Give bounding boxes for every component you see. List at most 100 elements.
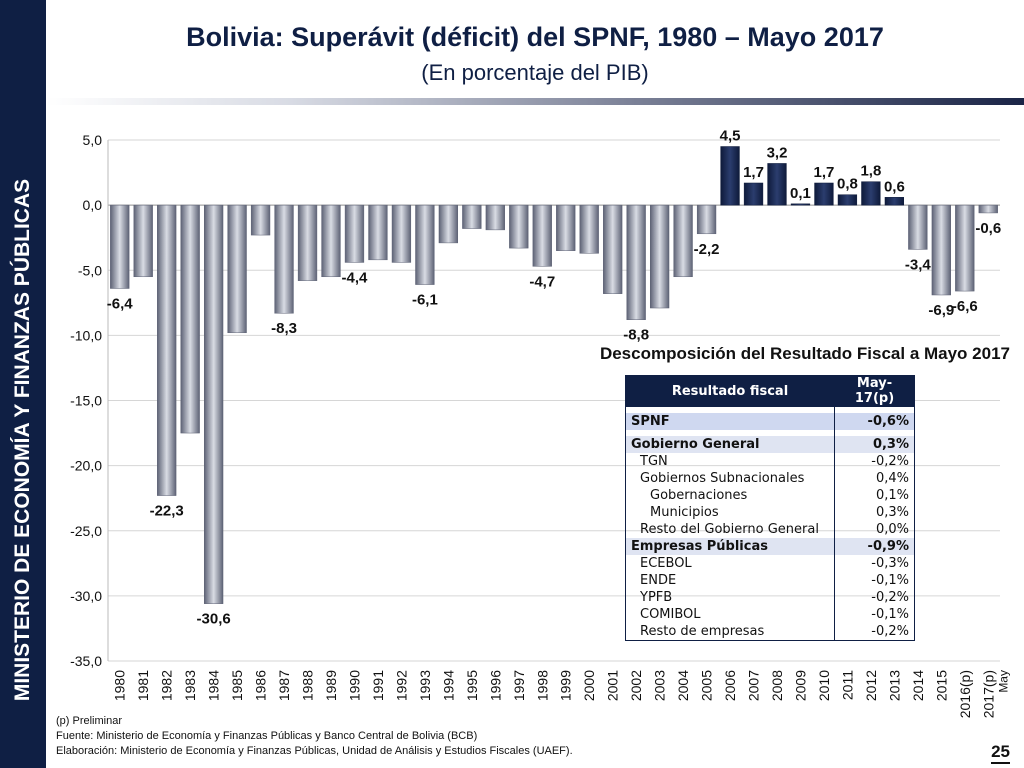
row-label: Gobiernos Subnacionales bbox=[625, 470, 835, 487]
bar bbox=[626, 204, 646, 320]
bar bbox=[274, 204, 294, 314]
data-label: 3,2 bbox=[767, 144, 788, 161]
y-tick-label: -5,0 bbox=[78, 262, 102, 278]
bar bbox=[133, 204, 153, 278]
row-value: 0,3% bbox=[834, 436, 915, 453]
bar bbox=[556, 204, 576, 251]
x-tick-label: 1987 bbox=[276, 670, 292, 701]
table-spacer bbox=[625, 430, 915, 436]
data-label: -6,9 bbox=[928, 302, 954, 319]
x-tick-label: 1990 bbox=[346, 670, 362, 701]
data-label: -4,4 bbox=[342, 269, 369, 286]
data-label: 1,7 bbox=[814, 164, 835, 181]
bar bbox=[884, 197, 905, 206]
table-row: ECEBOL -0,3% bbox=[625, 555, 915, 572]
row-value: -0,3% bbox=[834, 555, 915, 572]
data-label: -6,6 bbox=[952, 298, 978, 315]
page-title: Bolivia: Superávit (déficit) del SPNF, 1… bbox=[186, 22, 884, 52]
data-label: -8,8 bbox=[623, 327, 649, 344]
row-label: ECEBOL bbox=[625, 555, 835, 572]
title-divider bbox=[46, 98, 1024, 105]
x-tick-label: 1983 bbox=[182, 670, 198, 701]
table-row: Gobiernos Subnacionales 0,4% bbox=[625, 470, 915, 487]
data-label: 4,5 bbox=[720, 128, 741, 145]
x-tick-label: 1982 bbox=[159, 670, 175, 701]
x-tick-label: 2006 bbox=[722, 670, 738, 701]
table-row-empresas-publicas: Empresas Públicas -0,9% bbox=[625, 538, 915, 555]
bar bbox=[814, 182, 834, 206]
bar bbox=[415, 204, 435, 285]
bar bbox=[250, 204, 271, 236]
bar bbox=[157, 204, 177, 496]
row-value: -0,2% bbox=[834, 623, 915, 641]
page-subtitle: (En porcentaje del PIB) bbox=[421, 60, 649, 85]
table-row: Resto del Gobierno General 0,0% bbox=[625, 521, 915, 538]
data-label: -22,3 bbox=[150, 503, 184, 520]
row-label: Resto del Gobierno General bbox=[625, 521, 835, 538]
y-tick-label: -10,0 bbox=[70, 327, 102, 343]
bar bbox=[438, 204, 459, 244]
x-tick-sublabel: May bbox=[996, 670, 1010, 693]
row-label: Gobernaciones bbox=[625, 487, 835, 504]
x-tick-label: 2012 bbox=[863, 670, 879, 701]
note-preliminar: (p) Preliminar bbox=[56, 715, 123, 727]
x-tick-label: 2007 bbox=[746, 670, 762, 701]
data-label: 1,8 bbox=[860, 163, 881, 180]
data-label: -8,3 bbox=[271, 320, 297, 337]
x-tick-label: 2005 bbox=[699, 670, 715, 701]
x-tick-label: 2011 bbox=[839, 670, 855, 700]
table-row: Resto de empresas -0,2% bbox=[625, 623, 915, 641]
x-tick-label: 1996 bbox=[487, 670, 503, 701]
table-row-spnf: SPNF -0,6% bbox=[625, 413, 915, 430]
x-tick-label: 1991 bbox=[370, 670, 386, 701]
row-label: TGN bbox=[625, 453, 835, 470]
x-tick-label: 1985 bbox=[229, 670, 245, 701]
row-label: Municipios bbox=[625, 504, 835, 521]
bar bbox=[720, 146, 740, 206]
x-tick-label: 1994 bbox=[440, 670, 456, 701]
row-label: SPNF bbox=[625, 413, 835, 430]
x-tick-label: 2001 bbox=[605, 670, 621, 701]
row-value: -0,2% bbox=[834, 453, 915, 470]
data-label: -6,1 bbox=[412, 292, 438, 309]
bar bbox=[978, 204, 998, 214]
x-tick-label: 2017(p) bbox=[980, 670, 996, 718]
table-row-gobierno-general: Gobierno General 0,3% bbox=[625, 436, 915, 453]
row-value: -0,1% bbox=[834, 606, 915, 623]
bar bbox=[485, 204, 505, 231]
y-tick-label: 0,0 bbox=[83, 197, 103, 213]
row-label: ENDE bbox=[625, 572, 835, 589]
data-label: 0,6 bbox=[884, 178, 905, 195]
note-source: Fuente: Ministerio de Economía y Finanza… bbox=[56, 730, 478, 742]
data-label: 0,1 bbox=[790, 185, 811, 202]
bar bbox=[603, 204, 623, 294]
bar bbox=[321, 204, 341, 278]
row-value: -0,6% bbox=[834, 413, 915, 430]
data-label: -6,4 bbox=[107, 295, 134, 312]
x-tick-label: 1998 bbox=[534, 670, 550, 701]
sidebar: MINISTERIO DE ECONOMÍA Y FINANZAS PÚBLIC… bbox=[0, 0, 46, 768]
row-label: Empresas Públicas bbox=[625, 538, 835, 555]
fiscal-result-table: Resultado fiscal May-17(p) SPNF -0,6% Go… bbox=[625, 375, 915, 641]
data-label: -30,6 bbox=[197, 611, 231, 628]
x-tick-label: 2002 bbox=[628, 670, 644, 701]
bar bbox=[861, 181, 881, 206]
bar bbox=[837, 194, 858, 206]
bar bbox=[931, 204, 951, 296]
data-label: -3,4 bbox=[905, 256, 932, 273]
bar bbox=[696, 204, 717, 235]
bar bbox=[110, 204, 130, 289]
row-value: -0,1% bbox=[834, 572, 915, 589]
bar bbox=[462, 204, 482, 229]
bar bbox=[391, 204, 412, 263]
note-elaboration: Elaboración: Ministerio de Economía y Fi… bbox=[56, 745, 573, 757]
x-tick-label: 2013 bbox=[886, 670, 902, 701]
bar bbox=[509, 204, 529, 249]
table-spacer bbox=[625, 406, 915, 413]
x-tick-label: 1986 bbox=[253, 670, 269, 701]
header-period: May-17(p) bbox=[834, 375, 915, 407]
bar bbox=[790, 203, 811, 206]
x-tick-label: 1980 bbox=[112, 670, 128, 701]
data-label: -4,7 bbox=[529, 273, 555, 290]
